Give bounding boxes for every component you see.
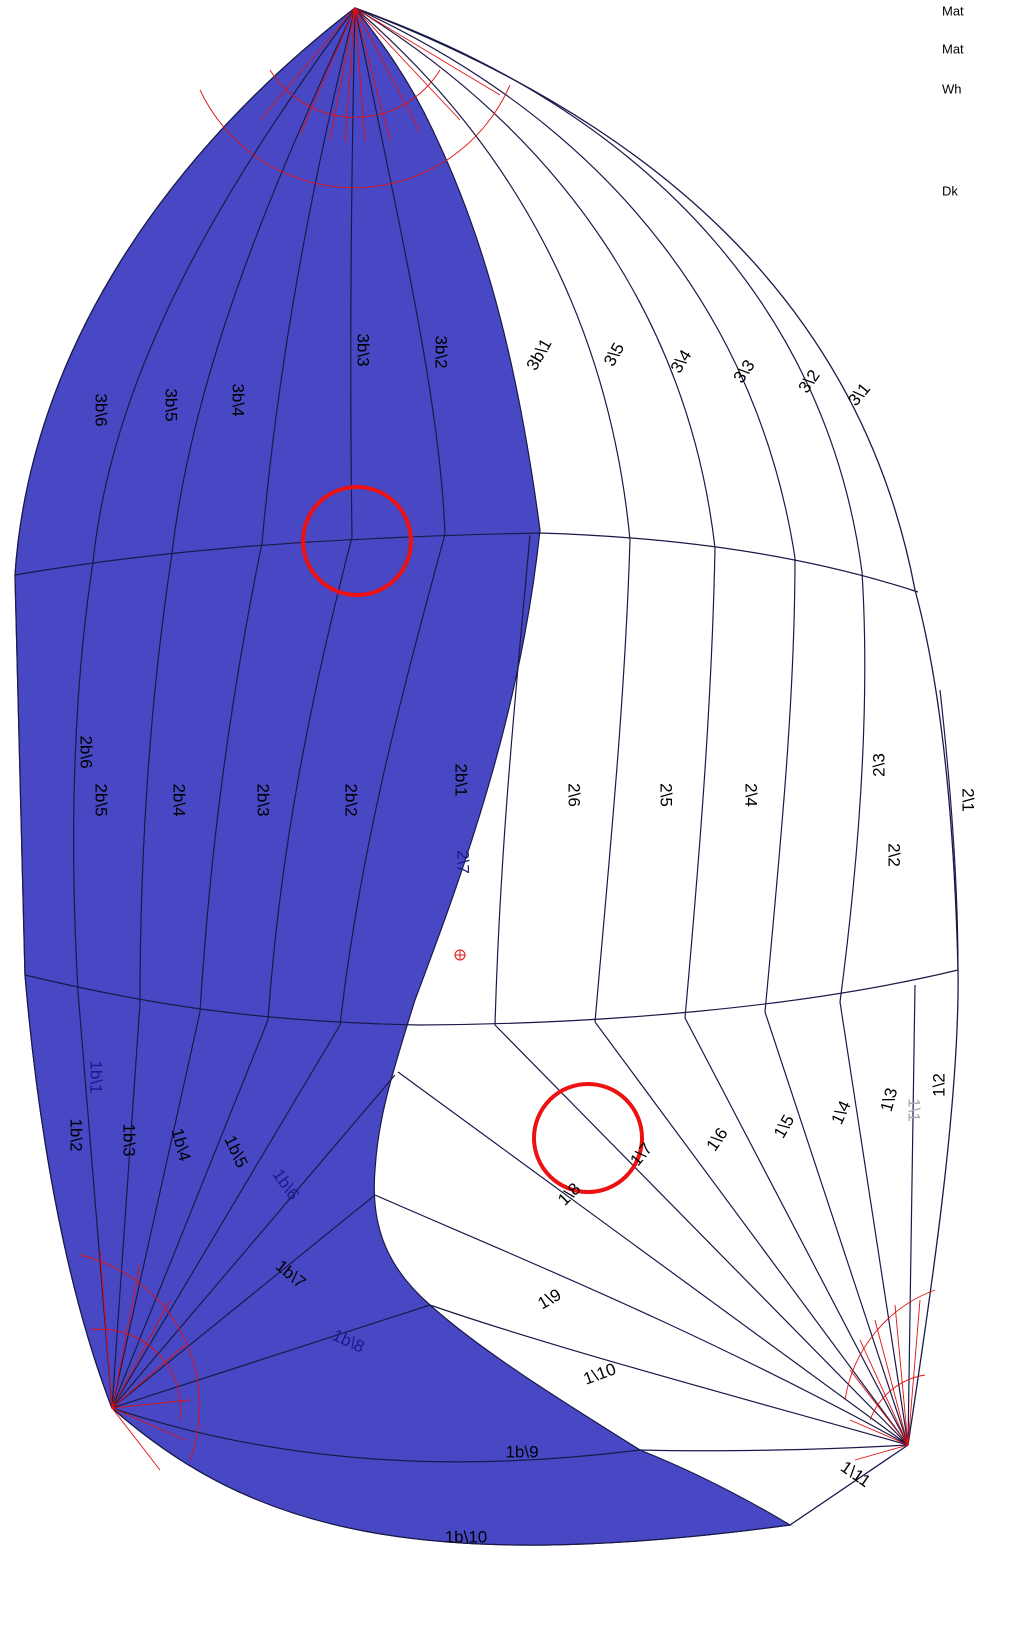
- panel-label: 2\1: [959, 788, 978, 812]
- seam: [261, 7, 356, 544]
- seam: [494, 534, 531, 1026]
- legend: Mat Mat Wh Dk: [942, 3, 964, 198]
- seam: [939, 689, 959, 971]
- clew-patch: [844, 1289, 936, 1461]
- panel-label: 2\4: [742, 783, 761, 807]
- center-marker: [454, 949, 466, 961]
- panel-label: 1b\2: [67, 1118, 86, 1151]
- seam: [199, 542, 263, 1013]
- highlight-circle: [532, 1082, 644, 1194]
- panel-label: 2\6: [565, 783, 584, 807]
- legend-entry: Wh: [942, 81, 962, 96]
- panel-label: 1b\1: [87, 1060, 106, 1093]
- panel-label: 3b\6: [92, 393, 111, 426]
- seam: [684, 547, 716, 1019]
- seam: [354, 7, 863, 573]
- seam: [73, 561, 94, 993]
- panel-label: 2b\4: [170, 783, 189, 816]
- panel-label: 1b\10: [445, 1527, 488, 1546]
- seam: [374, 984, 916, 1452]
- legend-entry: Mat: [942, 41, 964, 56]
- panel-label: 3b\3: [354, 333, 373, 366]
- seam: [354, 7, 446, 535]
- seam: [354, 7, 716, 549]
- blue-panels: [14, 7, 792, 1546]
- seam: [594, 539, 631, 1023]
- head-patch: [199, 7, 511, 189]
- panel-label: 2b\5: [92, 783, 111, 816]
- panel-label: 2\5: [657, 783, 676, 807]
- seam: [14, 532, 919, 593]
- panel-label: 2\3: [869, 753, 888, 777]
- seam: [77, 991, 641, 1463]
- panel-label: 2\7: [454, 850, 473, 874]
- seam: [92, 7, 356, 563]
- panel-label: 2b\2: [342, 783, 361, 816]
- panel-label: 2b\6: [77, 735, 96, 768]
- seam: [354, 7, 796, 559]
- legend-entry: Mat: [942, 3, 964, 18]
- seam: [171, 7, 356, 554]
- panel-label: 3b\2: [432, 335, 451, 368]
- panel-label: 3b\5: [162, 388, 181, 421]
- seam: [764, 557, 796, 1013]
- tack-patch: [79, 1249, 201, 1471]
- seam: [350, 7, 356, 538]
- seam: [139, 552, 173, 1004]
- panel-label: 1b\3: [120, 1123, 139, 1156]
- seam: [267, 536, 353, 1021]
- seam: [339, 533, 446, 1026]
- highlight-circle: [301, 485, 413, 597]
- panel-label: 2\2: [885, 843, 904, 867]
- seam: [354, 7, 631, 541]
- reinforcements: [79, 7, 936, 1471]
- panel-label: 1\2: [929, 1073, 948, 1097]
- panel-label: 1\1: [905, 1098, 924, 1122]
- seam: [24, 969, 959, 1026]
- legend-entry: Dk: [942, 183, 958, 198]
- seams: [14, 7, 959, 1463]
- panel-label: 2b\1: [452, 763, 471, 796]
- panel-label: 1b\9: [505, 1442, 538, 1461]
- panel-label: 2b\3: [254, 783, 273, 816]
- sail-body: [14, 7, 959, 1546]
- panel-label: 3b\4: [229, 383, 248, 416]
- seam: [839, 571, 866, 1003]
